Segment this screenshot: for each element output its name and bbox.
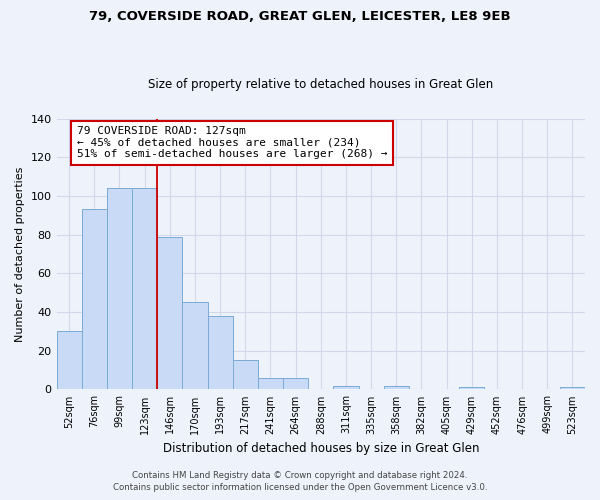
Title: Size of property relative to detached houses in Great Glen: Size of property relative to detached ho… [148, 78, 493, 91]
Bar [334, 386, 359, 390]
Bar [283, 378, 308, 390]
Text: 79 COVERSIDE ROAD: 127sqm
← 45% of detached houses are smaller (234)
51% of semi: 79 COVERSIDE ROAD: 127sqm ← 45% of detac… [77, 126, 387, 160]
Text: 79, COVERSIDE ROAD, GREAT GLEN, LEICESTER, LE8 9EB: 79, COVERSIDE ROAD, GREAT GLEN, LEICESTE… [89, 10, 511, 23]
Bar [157, 236, 182, 390]
Bar [560, 388, 585, 390]
Bar [82, 210, 107, 390]
Y-axis label: Number of detached properties: Number of detached properties [15, 166, 25, 342]
Bar [258, 378, 283, 390]
Bar [233, 360, 258, 390]
Bar [383, 386, 409, 390]
Bar [208, 316, 233, 390]
Bar [56, 332, 82, 390]
Bar [132, 188, 157, 390]
Bar [459, 388, 484, 390]
Bar [107, 188, 132, 390]
Bar [182, 302, 208, 390]
X-axis label: Distribution of detached houses by size in Great Glen: Distribution of detached houses by size … [163, 442, 479, 455]
Text: Contains HM Land Registry data © Crown copyright and database right 2024.
Contai: Contains HM Land Registry data © Crown c… [113, 471, 487, 492]
